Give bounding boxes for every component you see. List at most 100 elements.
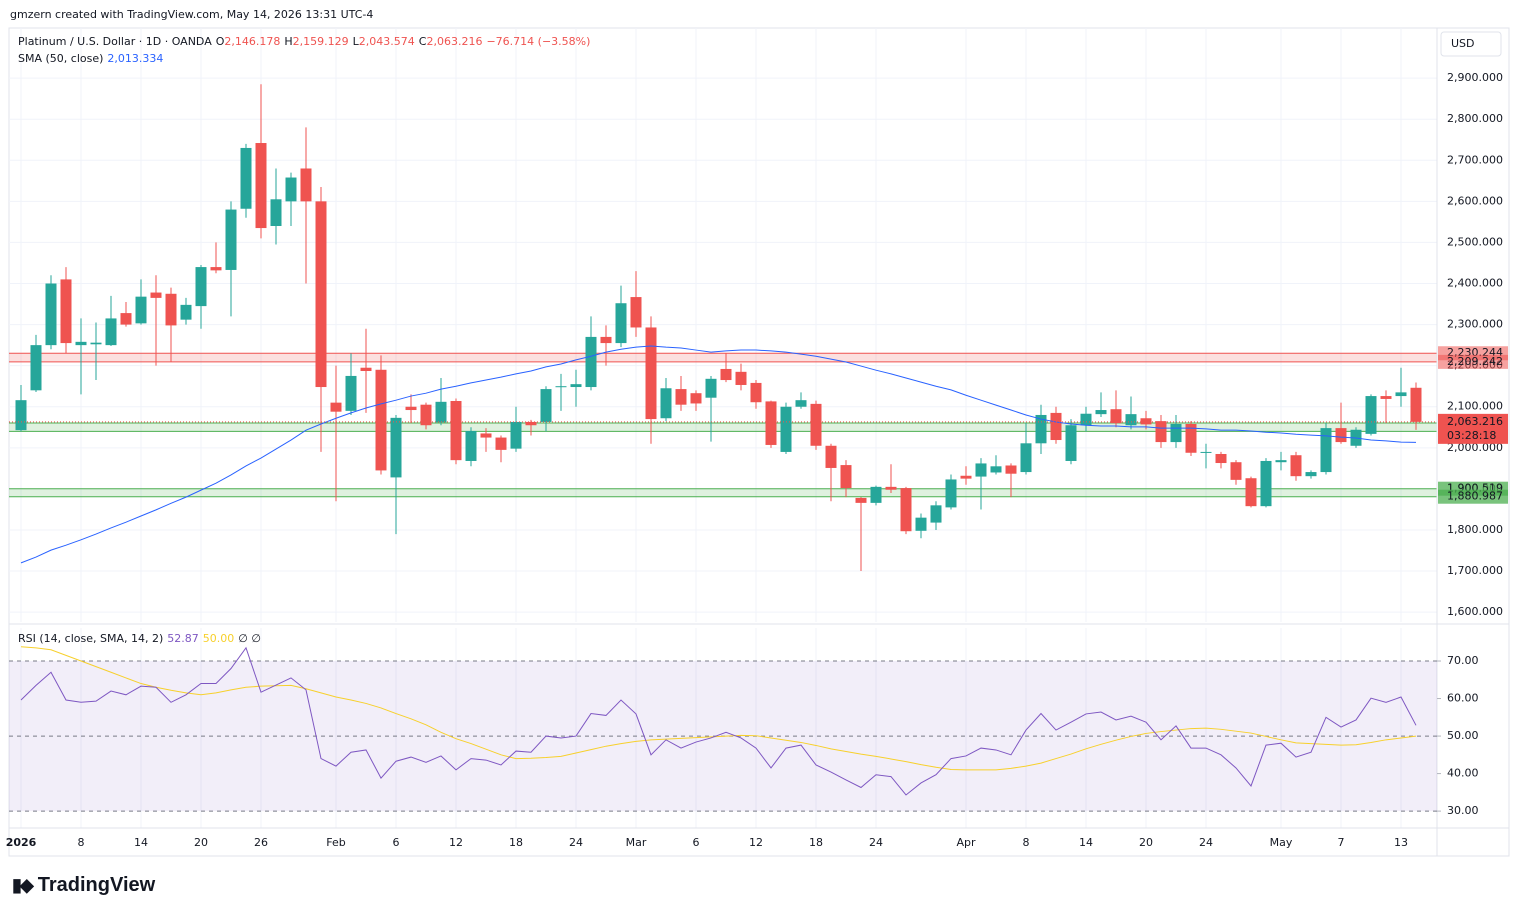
candle-body — [540, 389, 552, 422]
candle-body — [165, 293, 177, 326]
candle-body — [135, 296, 147, 324]
candle-body — [1260, 460, 1272, 507]
candle-body — [1095, 410, 1107, 415]
x-tick-label: 20 — [194, 836, 208, 849]
candle-body — [1305, 472, 1317, 477]
candle-body — [855, 497, 867, 503]
y-tick-label: 2,600.000 — [1447, 194, 1503, 207]
candle-body — [285, 177, 297, 202]
candle-body — [1410, 387, 1422, 422]
candle-body — [690, 393, 702, 404]
candle-body — [450, 400, 462, 461]
candle-body — [525, 421, 537, 426]
y-tick-label: 2,700.000 — [1447, 153, 1503, 166]
price-label: 2,209.242 — [1447, 355, 1503, 368]
y-tick-label: 2,800.000 — [1447, 112, 1503, 125]
candle-body — [1170, 424, 1182, 443]
rsi-legend: RSI (14, close, SMA, 14, 2) 52.87 50.00 ∅ ∅ — [18, 632, 265, 645]
sma-legend: SMA (50, close) 2,013.334 — [18, 52, 167, 65]
candle-body — [645, 327, 657, 420]
candle-body — [930, 505, 942, 523]
x-tick-label: 12 — [749, 836, 763, 849]
candle-body — [870, 486, 882, 503]
h-label: H — [284, 35, 293, 48]
rsi-sma-value: 50.00 — [202, 632, 235, 645]
candle-body — [270, 199, 282, 226]
candle-body — [225, 209, 237, 270]
candle-body — [915, 517, 927, 531]
candle-body — [1215, 453, 1227, 464]
countdown: 03:28:18 — [1447, 429, 1496, 442]
credit: gmzern created with TradingView.com, May… — [10, 8, 374, 21]
rsi-tick-label: 70.00 — [1447, 654, 1479, 667]
candle-body — [375, 369, 387, 471]
candle-body — [480, 433, 492, 438]
candle-body — [1110, 409, 1122, 424]
x-tick-label: 24 — [1199, 836, 1213, 849]
candle-body — [705, 378, 717, 398]
x-tick-label: 8 — [1023, 836, 1030, 849]
logo: ▮◆ TradingView — [12, 874, 155, 897]
x-tick-label: 6 — [693, 836, 700, 849]
price-legend: Platinum / U.S. Dollar · 1D · OANDA O2,14… — [18, 35, 594, 48]
candle-body — [675, 389, 687, 405]
candle-body — [570, 384, 582, 388]
o-value: 2,146.178 — [224, 35, 281, 48]
candle-body — [90, 342, 102, 345]
candle-body — [900, 488, 912, 532]
candle-body — [1125, 414, 1137, 426]
rsi-tick-label: 40.00 — [1447, 767, 1479, 780]
candle-body — [360, 367, 372, 372]
currency-box — [1440, 31, 1502, 57]
candle-body — [1035, 414, 1047, 444]
price-label: 1,880.987 — [1447, 490, 1503, 503]
candle-body — [615, 303, 627, 344]
candle-body — [1065, 425, 1077, 461]
x-tick-label: Mar — [626, 836, 647, 849]
logo-text: TradingView — [37, 874, 156, 896]
zone — [9, 422, 1437, 432]
candle-body — [1200, 451, 1212, 453]
candle-body — [1395, 392, 1407, 397]
l-value: 2,043.574 — [358, 35, 415, 48]
candle-body — [1320, 428, 1332, 473]
candle-body — [765, 401, 777, 445]
candle-body — [660, 388, 672, 419]
x-tick-label: May — [1270, 836, 1293, 849]
candle-body — [255, 143, 267, 229]
c-value: 2,063.216 — [426, 35, 483, 48]
candle-body — [30, 345, 42, 391]
x-tick-label: 24 — [869, 836, 883, 849]
candle-body — [1050, 412, 1062, 441]
price-label-box — [1438, 489, 1508, 504]
x-tick-label: 18 — [509, 836, 523, 849]
candle-body — [195, 267, 207, 307]
candle-body — [960, 475, 972, 479]
x-tick-label: 8 — [78, 836, 85, 849]
candle-body — [210, 267, 222, 271]
rsi-tick-label: 50.00 — [1447, 729, 1479, 742]
rsi-value: 52.87 — [167, 632, 199, 645]
candle-body — [1080, 413, 1092, 426]
last-price-label: 2,063.216 — [1447, 415, 1503, 428]
y-tick-label: 1,800.000 — [1447, 523, 1503, 536]
candle-body — [1185, 424, 1197, 453]
x-tick-label: Feb — [326, 836, 345, 849]
price-pane — [9, 84, 1437, 572]
x-tick-label: 6 — [393, 836, 400, 849]
candle-body — [825, 445, 837, 468]
rsi-extra: ∅ ∅ — [238, 632, 261, 645]
candle-body — [510, 421, 522, 449]
y-tick-label: 2,100.000 — [1447, 400, 1503, 413]
candle-body — [585, 336, 597, 388]
x-tick-label: 2026 — [6, 836, 37, 849]
sma-name: SMA (50, close) — [18, 52, 104, 65]
candle-body — [945, 479, 957, 508]
x-tick-label: 7 — [1338, 836, 1345, 849]
candle-body — [1155, 421, 1167, 443]
candle-body — [975, 463, 987, 477]
candle-body — [300, 168, 312, 202]
candle-body — [1005, 465, 1017, 474]
